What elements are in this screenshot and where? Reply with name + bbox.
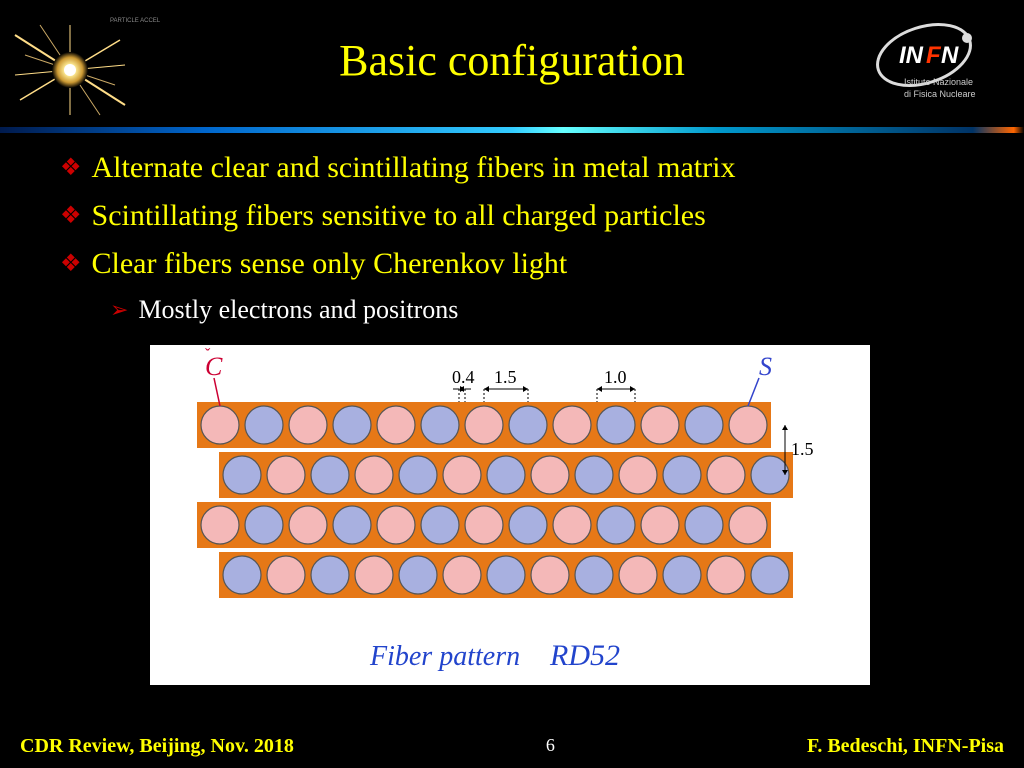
- svg-text:Fiber pattern: Fiber pattern: [369, 641, 520, 672]
- footer: CDR Review, Beijing, Nov. 2018 6 F. Bede…: [0, 735, 1024, 758]
- svg-text:F: F: [926, 42, 942, 69]
- svg-text:N: N: [941, 42, 959, 69]
- svg-text:1.5: 1.5: [791, 439, 814, 459]
- content-area: ❖ Alternate clear and scintillating fibe…: [60, 150, 984, 326]
- bullet-text: Clear fibers sense only Cherenkov light: [92, 246, 568, 282]
- diamond-bullet-icon: ❖: [60, 246, 82, 282]
- diamond-bullet-icon: ❖: [60, 198, 82, 234]
- svg-text:S: S: [759, 352, 772, 381]
- svg-text:0.4: 0.4: [452, 367, 475, 387]
- spark-logo: PARTICLE ACCELERATOR: [10, 10, 160, 120]
- svg-text:di Fisica Nucleare: di Fisica Nucleare: [904, 89, 976, 99]
- svg-text:1.0: 1.0: [604, 367, 627, 387]
- svg-text:RD52: RD52: [549, 639, 620, 672]
- bullet-2: ❖ Scintillating fibers sensitive to all …: [60, 198, 984, 234]
- sub-bullet-1: ➢ Mostly electrons and positrons: [110, 294, 984, 326]
- sub-bullet-text: Mostly electrons and positrons: [138, 294, 458, 326]
- svg-text:PARTICLE ACCELERATOR: PARTICLE ACCELERATOR: [110, 18, 160, 24]
- fiber-diagram: CˇS0.41.51.01.5Fiber patternRD52: [150, 345, 870, 685]
- footer-right: F. Bedeschi, INFN-Pisa: [807, 735, 1004, 758]
- svg-text:ˇ: ˇ: [205, 346, 211, 363]
- divider-bar: [0, 127, 1024, 133]
- arrow-bullet-icon: ➢: [110, 294, 128, 326]
- page-number: 6: [546, 735, 555, 758]
- footer-left: CDR Review, Beijing, Nov. 2018: [20, 735, 294, 758]
- bullet-text: Alternate clear and scintillating fibers…: [92, 150, 736, 186]
- slide-title: Basic configuration: [339, 35, 685, 86]
- diamond-bullet-icon: ❖: [60, 150, 82, 186]
- infn-logo: IN F N Istituto Nazionale di Fisica Nucl…: [864, 15, 1004, 105]
- svg-text:IN: IN: [899, 42, 924, 69]
- svg-text:Istituto Nazionale: Istituto Nazionale: [904, 77, 973, 87]
- bullet-1: ❖ Alternate clear and scintillating fibe…: [60, 150, 984, 186]
- bullet-text: Scintillating fibers sensitive to all ch…: [92, 198, 706, 234]
- svg-text:1.5: 1.5: [494, 367, 517, 387]
- bullet-3: ❖ Clear fibers sense only Cherenkov ligh…: [60, 246, 984, 282]
